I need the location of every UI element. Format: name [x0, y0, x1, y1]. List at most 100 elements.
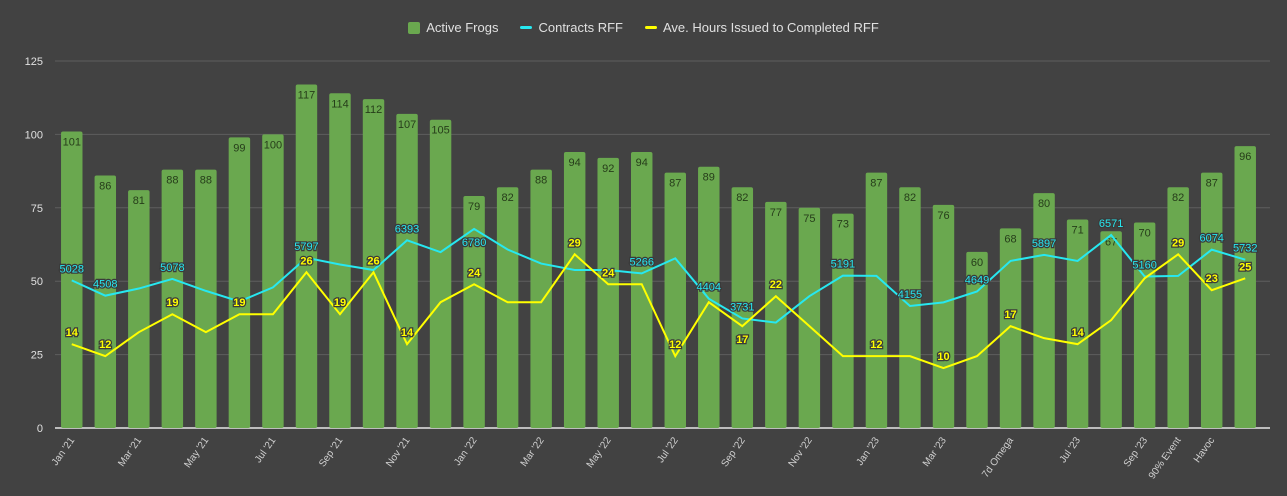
- bar-value-label: 75: [803, 213, 815, 225]
- bar-value-label: 88: [200, 175, 212, 187]
- contracts-data-label: 5797: [294, 241, 318, 253]
- bar-value-label: 94: [636, 157, 648, 169]
- bar-value-label: 88: [535, 175, 547, 187]
- bar-value-label: 82: [502, 192, 514, 204]
- hours-data-label: 14: [401, 327, 414, 339]
- bar: [1234, 146, 1256, 429]
- contracts-rff-line: [71, 227, 1246, 324]
- contracts-data-label: 5028: [60, 263, 84, 275]
- bar: [1033, 193, 1055, 428]
- bar: [429, 119, 452, 428]
- bar-value-label: 82: [736, 192, 748, 204]
- contracts-data-label: 4404: [697, 282, 721, 294]
- bar-value-label: 99: [233, 142, 245, 154]
- hours-data-label: 23: [1206, 273, 1218, 285]
- x-tick-label: 90% Event: [1147, 435, 1184, 481]
- hours-data-label: 25: [1239, 261, 1251, 273]
- bar: [496, 187, 519, 428]
- contracts-data-label: 5897: [1032, 238, 1056, 250]
- hours-data-label: 12: [669, 339, 681, 351]
- bar: [865, 172, 888, 428]
- hours-data-label: 14: [1071, 327, 1084, 339]
- legend-swatch: [408, 21, 421, 34]
- avg-hours-line: [71, 252, 1246, 370]
- y-tick-label: 25: [31, 350, 43, 362]
- x-tick-label: Jan '23: [855, 435, 883, 468]
- bar: [597, 157, 619, 428]
- x-tick-label: May '21: [182, 435, 211, 470]
- hours-data-label: 29: [569, 237, 581, 249]
- bar-value-label: 70: [1139, 227, 1151, 239]
- bar: [798, 207, 821, 428]
- bar: [228, 137, 251, 428]
- bar-value-label: 82: [904, 192, 916, 204]
- hours-data-label: 17: [736, 334, 748, 346]
- hours-data-label: 29: [1172, 237, 1184, 249]
- y-tick-label: 100: [25, 129, 43, 141]
- bar: [966, 251, 988, 428]
- legend-label: Active Frogs: [426, 20, 499, 35]
- legend-swatch: [644, 26, 657, 29]
- bar: [161, 169, 184, 428]
- contracts-data-label: 4155: [898, 289, 922, 301]
- bar: [832, 213, 854, 428]
- x-tick-label: 7d Omega: [980, 435, 1016, 480]
- contracts-data-label: 5732: [1233, 243, 1257, 255]
- bar: [664, 172, 686, 428]
- bar: [128, 190, 150, 428]
- chart-legend: Active Frogs Contracts RFF Ave. Hours Is…: [0, 20, 1287, 35]
- bar-value-label: 96: [1239, 151, 1251, 163]
- legend-label: Contracts RFF: [538, 20, 623, 35]
- bar: [94, 175, 117, 428]
- x-tick-label: Jan '22: [452, 435, 480, 468]
- bar: [1167, 187, 1189, 428]
- hours-data-label: 22: [770, 279, 782, 291]
- legend-swatch: [520, 26, 533, 29]
- x-tick-label: Sep '23: [1122, 435, 1151, 469]
- bar: [563, 152, 586, 429]
- hours-data-label: 19: [334, 297, 346, 309]
- legend-item-active-frogs[interactable]: Active Frogs: [408, 20, 498, 35]
- y-tick-label: 125: [25, 56, 43, 68]
- hours-data-label: 24: [468, 267, 481, 279]
- bar-value-label: 77: [770, 207, 782, 219]
- legend-label: Ave. Hours Issued to Completed RFF: [662, 20, 879, 35]
- x-tick-label: Mar '23: [921, 435, 949, 469]
- bar-value-label: 94: [569, 157, 581, 169]
- hours-data-label: 10: [937, 351, 949, 363]
- contracts-data-label: 4649: [965, 275, 989, 287]
- bar-value-label: 87: [669, 178, 681, 190]
- contracts-data-label: 5160: [1132, 260, 1156, 272]
- bar: [329, 93, 351, 429]
- bar: [295, 84, 318, 428]
- contracts-data-label: 5191: [831, 259, 855, 271]
- x-tick-label: Sep '22: [719, 435, 748, 469]
- x-tick-label: Nov '21: [384, 435, 413, 469]
- bar: [932, 204, 955, 428]
- hours-data-label: 12: [870, 339, 882, 351]
- x-tick-label: Mar '21: [116, 435, 144, 469]
- y-tick-label: 75: [31, 203, 43, 215]
- x-tick-label: Nov '22: [787, 435, 816, 469]
- bar-value-label: 71: [1071, 225, 1083, 237]
- hours-data-label: 14: [66, 327, 79, 339]
- bar-value-label: 105: [431, 125, 449, 137]
- bar-value-label: 60: [971, 257, 983, 269]
- x-tick-label: Jul '22: [655, 435, 681, 465]
- bar: [1133, 222, 1156, 428]
- hours-data-label: 19: [166, 297, 178, 309]
- bar: [362, 99, 385, 428]
- bar: [765, 201, 787, 428]
- bar-value-label: 88: [166, 175, 178, 187]
- contracts-data-label: 6780: [462, 237, 486, 249]
- y-tick-label: 50: [31, 276, 43, 288]
- bar: [262, 134, 284, 428]
- legend-item-contracts-rff[interactable]: Contracts RFF: [520, 20, 623, 35]
- bar: [61, 131, 83, 429]
- bar-value-label: 76: [937, 210, 949, 222]
- bar: [530, 169, 552, 428]
- bar: [899, 187, 921, 428]
- legend-item-avg-hours[interactable]: Ave. Hours Issued to Completed RFF: [644, 20, 879, 35]
- x-tick-label: Havoc: [1192, 435, 1217, 465]
